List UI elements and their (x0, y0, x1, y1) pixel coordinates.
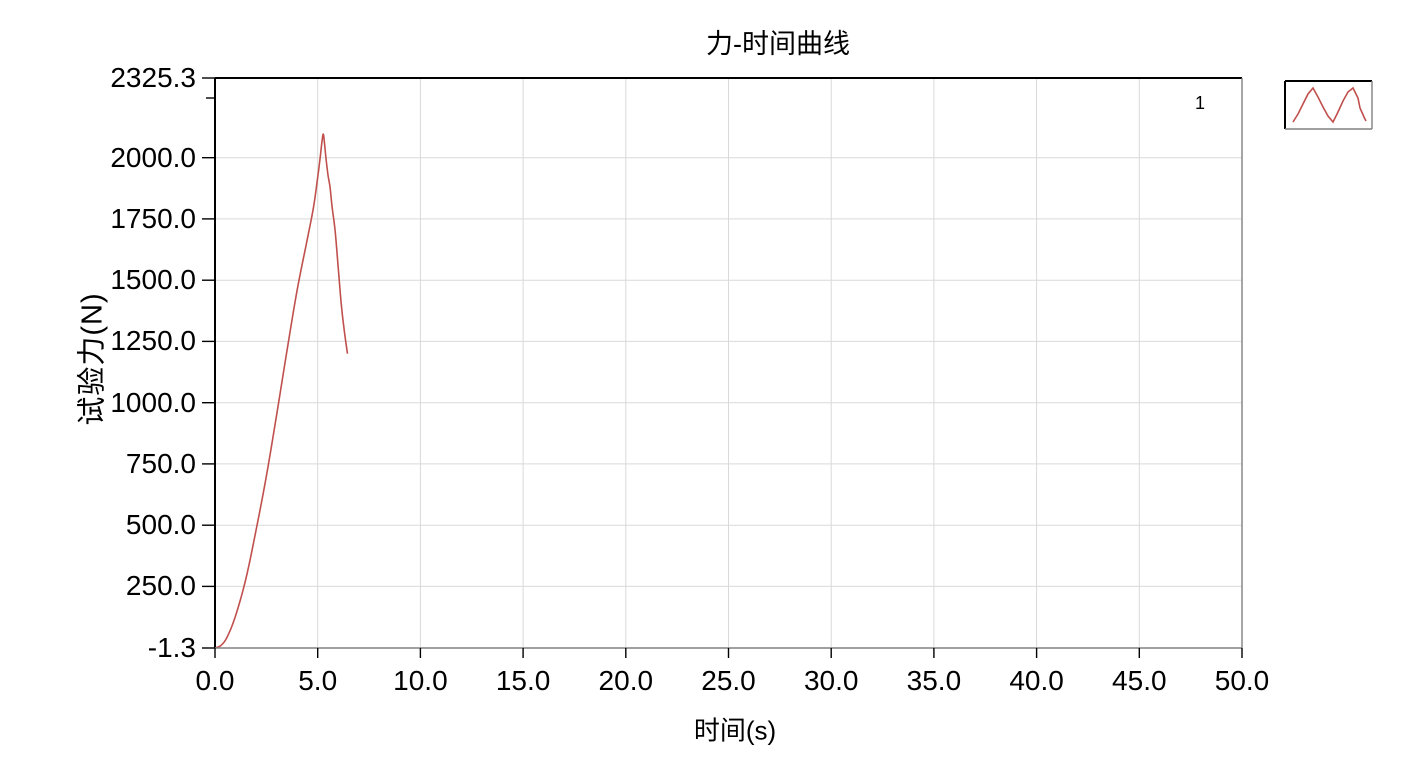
svg-text:1: 1 (1195, 93, 1205, 113)
